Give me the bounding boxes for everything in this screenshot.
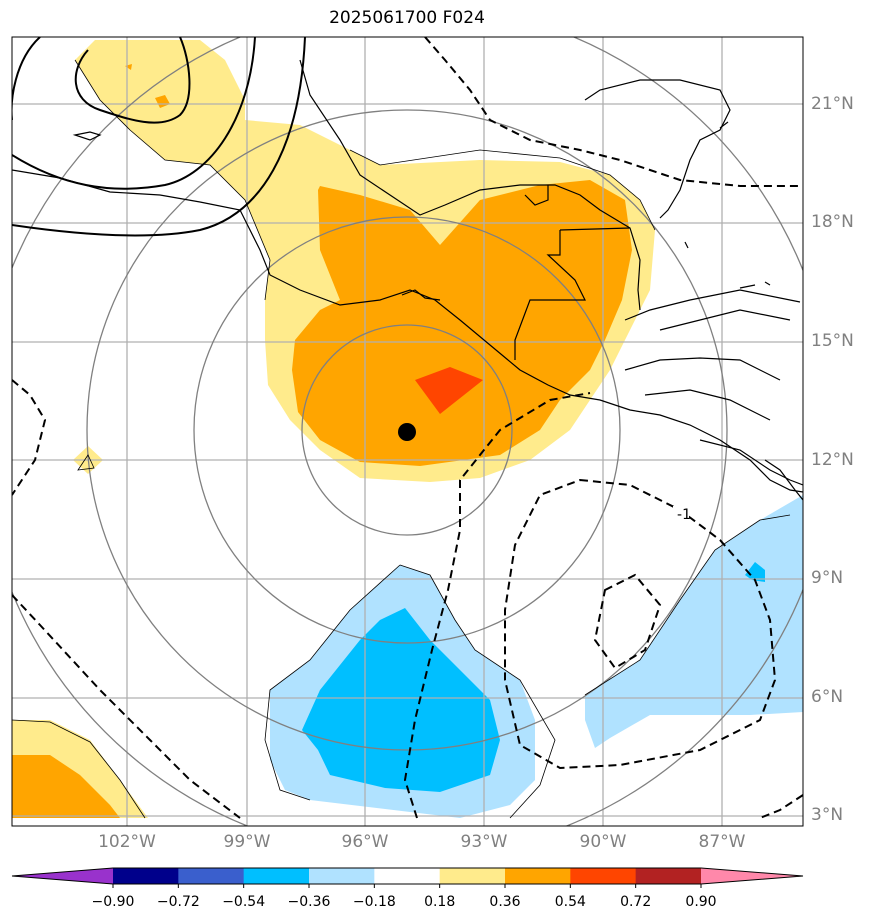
lat-label-15n: 15°N (811, 331, 854, 351)
lat-label-12n: 12°N (811, 450, 854, 470)
lat-label-6n: 6°N (811, 687, 844, 707)
lon-label-102w: 102°W (98, 832, 156, 852)
range-rings (12, 37, 803, 826)
colorbar-tick-label: −0.18 (352, 894, 396, 910)
colorbar-extend-low (12, 868, 113, 884)
lat-label-3n: 3°N (811, 805, 844, 825)
colorbar-segment (374, 868, 441, 884)
lat-label-21n: 21°N (811, 94, 854, 114)
lat-label-9n: 9°N (811, 568, 844, 588)
colorbar-tick-label: −0.36 (287, 894, 331, 910)
positive-anomaly-strong (415, 367, 483, 414)
lon-label-93w: 93°W (460, 832, 508, 852)
storm-center-marker (398, 423, 416, 441)
lat-label-18n: 18°N (811, 212, 854, 232)
colorbar (11, 867, 804, 888)
positive-anomaly-medium (12, 64, 632, 818)
colorbar-tick-label: 0.54 (554, 894, 586, 910)
contour-label-bg (673, 506, 689, 520)
colorbar-tick-label: −0.54 (222, 894, 266, 910)
colorbar-tick-label: 0.18 (424, 894, 456, 910)
colorbar-segment (570, 868, 637, 884)
colorbar-tick-label: 0.36 (489, 894, 521, 910)
negative-anomaly-medium (302, 562, 765, 792)
colorbar-segment (505, 868, 571, 884)
lon-label-99w: 99°W (223, 832, 271, 852)
colorbar-segment (178, 868, 245, 884)
colorbar-extend-high (701, 868, 803, 884)
anomaly-contour-outlines (12, 59, 791, 819)
colorbar-segment (113, 868, 179, 884)
lon-label-87w: 87°W (698, 832, 746, 852)
lat-lon-grid (12, 37, 803, 826)
lon-label-96w: 96°W (341, 832, 389, 852)
colorbar-segment (439, 868, 506, 884)
colorbar-tick-label: 0.90 (685, 894, 717, 910)
contour-label: -1 (677, 507, 691, 523)
colorbar-segment (243, 868, 310, 884)
dashed-contours (12, 37, 803, 819)
colorbar-tick-label: 0.72 (620, 894, 652, 910)
colorbar-tick-label: −0.72 (156, 894, 200, 910)
colorbar-tick-label: −0.90 (91, 894, 135, 910)
lon-label-90w: 90°W (579, 832, 627, 852)
plot-frame (11, 36, 804, 827)
colorbar-segment (635, 868, 702, 884)
colorbar-segment (309, 868, 375, 884)
map-title: 2025061700 F024 (329, 8, 485, 28)
coastlines (12, 59, 803, 501)
